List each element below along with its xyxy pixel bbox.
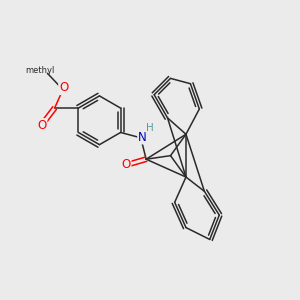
Text: O: O xyxy=(122,158,131,171)
Text: N: N xyxy=(138,131,147,144)
Text: O: O xyxy=(38,119,47,132)
Text: methyl: methyl xyxy=(25,66,55,75)
Text: H: H xyxy=(146,123,154,133)
Text: O: O xyxy=(59,81,68,94)
